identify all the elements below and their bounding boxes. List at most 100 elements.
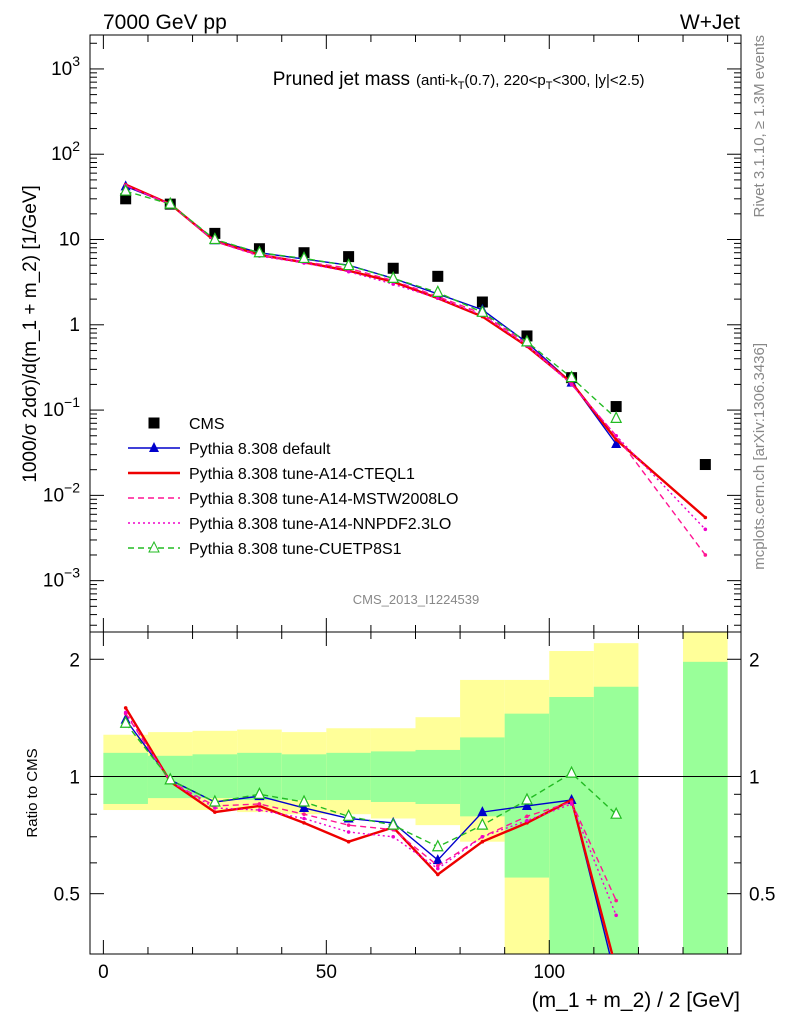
legend-label: Pythia 8.308 tune-A14-MSTW2008LO bbox=[189, 491, 458, 508]
legend-marker-cms bbox=[148, 417, 160, 429]
pythia-8-308-tune-cuetp8s1-marker bbox=[342, 258, 355, 271]
ratio-pythia-8-308-tune-a14-nnpdf2-3lo-line bbox=[125, 712, 617, 916]
pythia-8-308-tune-cuetp8s1-marker bbox=[476, 304, 489, 317]
ratio-pythia-8-308-tune-a14-cteql1-marker bbox=[213, 810, 217, 814]
ratio-pythia-8-308-default-marker bbox=[521, 799, 532, 810]
cms-point bbox=[343, 251, 355, 263]
ratio-pythia-8-308-default-marker bbox=[611, 974, 621, 984]
pythia-8-308-tune-a14-cteql1-marker bbox=[703, 515, 708, 520]
pythia-8-308-tune-cuetp8s1-marker bbox=[208, 232, 221, 245]
y-tick-label: 10−1 bbox=[43, 394, 80, 421]
ratio-pythia-8-308-tune-a14-cteql1-marker bbox=[346, 839, 351, 844]
pythia-8-308-tune-cuetp8s1-marker bbox=[431, 285, 444, 297]
x-tick-label: 50 bbox=[316, 962, 337, 983]
pythia-8-308-tune-a14-nnpdf2-3lo-marker bbox=[435, 296, 440, 301]
pythia-8-308-tune-a14-mstw2008lo-marker bbox=[703, 553, 708, 557]
pythia-8-308-tune-a14-nnpdf2-3lo-marker bbox=[703, 527, 708, 532]
ratio-pythia-8-308-tune-cuetp8s1-marker bbox=[387, 817, 400, 830]
y-tick-label: 102 bbox=[51, 138, 80, 165]
pythia-8-308-tune-cuetp8s1-marker bbox=[164, 196, 177, 209]
pythia-8-308-tune-cuetp8s1-marker bbox=[565, 370, 578, 383]
ratio-pythia-8-308-tune-a14-nnpdf2-3lo-marker bbox=[346, 830, 351, 834]
ratio-pythia-8-308-tune-cuetp8s1-marker bbox=[119, 715, 132, 728]
main-ylabel: 1000/σ 2dσ)/d(m_1 + m_2) [1/GeV] bbox=[20, 185, 41, 483]
ratio-pythia-8-308-tune-cuetp8s1-marker bbox=[521, 792, 533, 805]
legend-label: Pythia 8.308 tune-A14-CTEQL1 bbox=[189, 466, 415, 483]
watermark: CMS_2013_I1224539 bbox=[353, 592, 480, 607]
ratio-y-tick-label: 0.5 bbox=[54, 885, 80, 906]
ratio-axes: 0.5 0.5 1 1 2 2 0 50 100 bbox=[54, 632, 775, 983]
ratio-pythia-8-308-tune-cuetp8s1-line bbox=[125, 722, 617, 848]
ratio-pythia-8-308-tune-cuetp8s1-marker bbox=[610, 806, 623, 819]
pythia-8-308-tune-cuetp8s1-marker bbox=[387, 271, 400, 283]
main-panel: Pruned jet mass (anti-kT(0.7), 220<pT<30… bbox=[20, 34, 742, 633]
legend-marker bbox=[149, 442, 159, 452]
ratio-pythia-8-308-tune-a14-cteql1-marker bbox=[614, 967, 618, 971]
ratio-pythia-8-308-tune-a14-nnpdf2-3lo-marker bbox=[569, 802, 574, 806]
cms-point bbox=[432, 270, 444, 282]
pythia-8-308-default-line bbox=[125, 185, 617, 445]
band-inner bbox=[103, 752, 148, 804]
ratio-pythia-8-308-tune-cuetp8s1-marker bbox=[298, 794, 310, 807]
band-inner bbox=[549, 697, 594, 954]
ratio-pythia-8-308-tune-a14-mstw2008lo-marker bbox=[302, 812, 306, 817]
ratio-pythia-8-308-tune-cuetp8s1-marker bbox=[476, 817, 489, 830]
pythia-8-308-tune-cuetp8s1-marker bbox=[119, 183, 132, 196]
plot-title-sub: (anti-kT(0.7), 220<pT<300, |y|<2.5) bbox=[416, 72, 645, 92]
legend-marker bbox=[148, 540, 160, 553]
ratio-pythia-8-308-tune-a14-nnpdf2-3lo-marker bbox=[391, 834, 396, 839]
ratio-pythia-8-308-tune-a14-mstw2008lo-marker bbox=[525, 814, 529, 819]
ratio-pythia-8-308-tune-a14-mstw2008lo-marker bbox=[614, 898, 618, 903]
x-tick-label: 0 bbox=[98, 962, 109, 983]
ratio-pythia-8-308-default-marker bbox=[299, 801, 310, 812]
x-tick-label: 100 bbox=[533, 962, 565, 983]
header-right: W+Jet bbox=[680, 11, 740, 34]
legend-label: Pythia 8.308 tune-CUETP8S1 bbox=[189, 541, 402, 558]
ratio-pythia-8-308-tune-a14-mstw2008lo-marker bbox=[346, 823, 351, 827]
cms-point bbox=[610, 401, 622, 413]
ratio-y-tick-label-right: 0.5 bbox=[749, 885, 775, 906]
cms-point bbox=[476, 296, 488, 308]
y-tick-label: 103 bbox=[51, 53, 80, 80]
ratio-pythia-8-308-tune-cuetp8s1-marker bbox=[565, 765, 578, 778]
ratio-pythia-8-308-tune-cuetp8s1-marker bbox=[164, 772, 177, 785]
main-series-group bbox=[119, 180, 711, 557]
ratio-pythia-8-308-tune-a14-nnpdf2-3lo-marker bbox=[614, 913, 618, 918]
plot-title-main: Pruned jet mass bbox=[273, 69, 410, 90]
ratio-pythia-8-308-tune-cuetp8s1-marker bbox=[431, 839, 444, 852]
main-frame bbox=[89, 34, 742, 633]
ratio-pythia-8-308-tune-a14-cteql1-line bbox=[124, 707, 614, 954]
header-left: 7000 GeV pp bbox=[103, 11, 227, 34]
band-inner bbox=[683, 661, 728, 954]
ratio-y-tick-label: 2 bbox=[69, 650, 80, 671]
band-inner bbox=[281, 754, 327, 801]
pythia-8-308-tune-cuetp8s1-marker bbox=[298, 251, 310, 264]
ratio-pythia-8-308-default-marker bbox=[477, 806, 488, 817]
ratio-pythia-8-308-default-marker bbox=[432, 854, 443, 865]
ratio-pythia-8-308-tune-a14-cteql1-marker bbox=[480, 839, 485, 844]
rivet-label: Rivet 3.1.10, ≥ 1.3M events bbox=[751, 35, 768, 218]
ratio-pythia-8-308-tune-a14-nnpdf2-3lo-marker bbox=[257, 808, 262, 812]
y-tick-label: 10−3 bbox=[43, 565, 80, 592]
ratio-pythia-8-308-tune-cuetp8s1-marker bbox=[253, 786, 266, 799]
ratio-pythia-8-308-tune-a14-nnpdf2-3lo-marker bbox=[213, 806, 217, 810]
pythia-8-308-tune-a14-nnpdf2-3lo-marker bbox=[391, 282, 396, 286]
ratio-pythia-8-308-tune-a14-nnpdf2-3lo-marker bbox=[525, 818, 529, 823]
pythia-8-308-tune-cuetp8s1-marker bbox=[521, 334, 533, 347]
y-tick-label: 10 bbox=[59, 230, 80, 251]
cms-point bbox=[699, 459, 711, 471]
pythia-8-308-tune-cuetp8s1-marker bbox=[253, 245, 266, 258]
pythia-8-308-default-marker bbox=[611, 438, 622, 449]
ratio-pythia-8-308-tune-a14-cteql1-marker bbox=[302, 821, 306, 825]
pythia-8-308-tune-a14-nnpdf2-3lo-marker bbox=[346, 269, 351, 274]
ratio-pythia-8-308-tune-cuetp8s1-marker bbox=[208, 794, 221, 807]
pythia-8-308-tune-cuetp8s1-marker bbox=[610, 411, 623, 423]
ratio-pythia-8-308-tune-a14-cteql1-marker bbox=[123, 706, 128, 710]
legend: CMS Pythia 8.308 default Pythia 8.308 tune… bbox=[128, 416, 458, 558]
legend-label: Pythia 8.308 default bbox=[189, 441, 331, 458]
y-tick-label: 10−2 bbox=[43, 479, 80, 506]
ratio-pythia-8-308-tune-a14-nnpdf2-3lo-marker bbox=[480, 834, 485, 839]
legend-label: CMS bbox=[189, 416, 225, 433]
